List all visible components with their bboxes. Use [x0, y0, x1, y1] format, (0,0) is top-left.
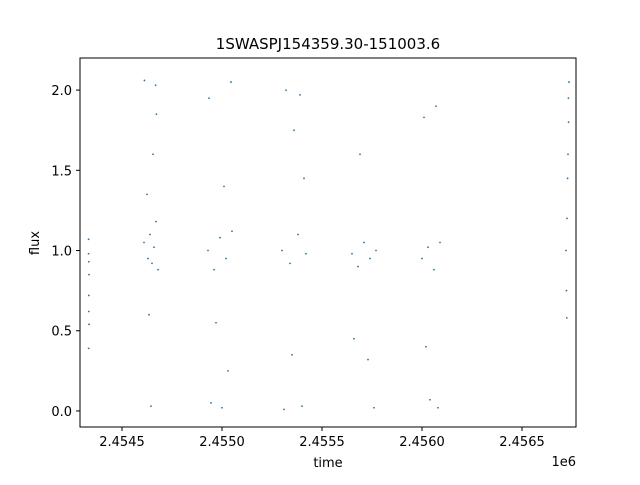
- data-point: [153, 246, 155, 249]
- data-point: [423, 116, 425, 119]
- data-point: [299, 94, 301, 96]
- y-axis: 0.0 0.5 1.0 1.5 2.0: [51, 84, 80, 420]
- y-tick-label: 1.0: [51, 245, 72, 260]
- data-point: [359, 153, 361, 156]
- data-point: [351, 252, 353, 255]
- data-point: [353, 337, 355, 340]
- data-point: [87, 238, 90, 241]
- data-point: [87, 260, 90, 263]
- data-point: [303, 177, 305, 180]
- data-point: [150, 405, 152, 408]
- data-point: [289, 262, 291, 265]
- data-point: [291, 353, 293, 356]
- x-tick-label: 2.4565: [499, 435, 545, 450]
- data-point: [227, 369, 229, 372]
- data-point: [567, 97, 570, 100]
- data-point: [433, 268, 435, 271]
- y-tick-label: 0.0: [51, 405, 72, 420]
- data-point: [293, 129, 295, 132]
- data-point: [231, 230, 233, 233]
- data-point: [208, 97, 210, 100]
- x-tick-label: 2.4555: [299, 435, 345, 450]
- data-point: [143, 79, 146, 82]
- data-point: [567, 121, 570, 124]
- data-point: [566, 177, 569, 180]
- data-point: [565, 317, 568, 319]
- data-point: [87, 310, 90, 313]
- y-tick-label: 1.5: [51, 164, 72, 179]
- y-tick-label: 0.5: [51, 325, 72, 340]
- data-point: [439, 241, 441, 244]
- x-tick-label: 2.4550: [199, 435, 245, 450]
- data-point: [568, 81, 570, 83]
- data-point: [210, 402, 212, 404]
- data-point: [157, 268, 159, 271]
- data-point: [566, 217, 568, 220]
- data-point: [87, 347, 90, 350]
- data-point: [367, 358, 369, 361]
- data-point: [148, 313, 150, 316]
- data-point: [230, 81, 232, 83]
- data-point: [283, 408, 285, 411]
- data-point: [154, 84, 157, 87]
- data-point: [435, 105, 437, 108]
- y-tick-label: 2.0: [51, 84, 72, 99]
- chart-title: 1SWASPJ154359.30-151003.6: [216, 35, 440, 53]
- data-point: [285, 89, 287, 91]
- x-tick-label: 2.4560: [399, 435, 445, 450]
- data-point: [87, 252, 90, 255]
- x-axis: 2.4545 2.4550 2.4555 2.4560 2.4565: [99, 427, 545, 450]
- y-axis-label: flux: [28, 231, 43, 255]
- data-points: [87, 79, 570, 411]
- data-point: [147, 257, 149, 260]
- data-point: [207, 249, 209, 252]
- data-point: [373, 406, 375, 409]
- data-point: [281, 249, 283, 252]
- data-point: [143, 241, 145, 244]
- x-axis-offset-label: 1e6: [551, 455, 576, 470]
- x-axis-label: time: [313, 456, 342, 471]
- data-point: [88, 323, 90, 326]
- data-point: [369, 257, 371, 260]
- data-point: [425, 345, 427, 348]
- data-point: [429, 398, 431, 401]
- data-point: [215, 321, 217, 324]
- data-point: [305, 252, 307, 255]
- x-tick-label: 2.4545: [99, 435, 145, 450]
- data-point: [565, 249, 567, 252]
- data-point: [155, 113, 158, 116]
- data-point: [146, 193, 148, 196]
- data-point: [565, 289, 568, 292]
- data-point: [155, 220, 157, 223]
- data-point: [213, 268, 215, 271]
- data-point: [221, 406, 223, 409]
- data-point: [151, 262, 153, 265]
- data-point: [437, 406, 439, 409]
- data-point: [301, 405, 303, 408]
- data-point: [223, 185, 225, 188]
- data-point: [357, 265, 359, 268]
- data-point: [152, 153, 154, 156]
- data-point: [363, 241, 365, 244]
- data-point: [88, 273, 90, 276]
- data-point: [219, 236, 221, 239]
- data-point: [421, 257, 423, 260]
- data-point: [427, 246, 429, 249]
- plot-area-frame: [79, 57, 577, 428]
- data-point: [87, 294, 90, 297]
- data-point: [297, 233, 299, 236]
- data-point: [225, 257, 227, 260]
- data-point: [567, 153, 569, 156]
- data-point: [149, 233, 151, 236]
- data-point: [375, 249, 377, 252]
